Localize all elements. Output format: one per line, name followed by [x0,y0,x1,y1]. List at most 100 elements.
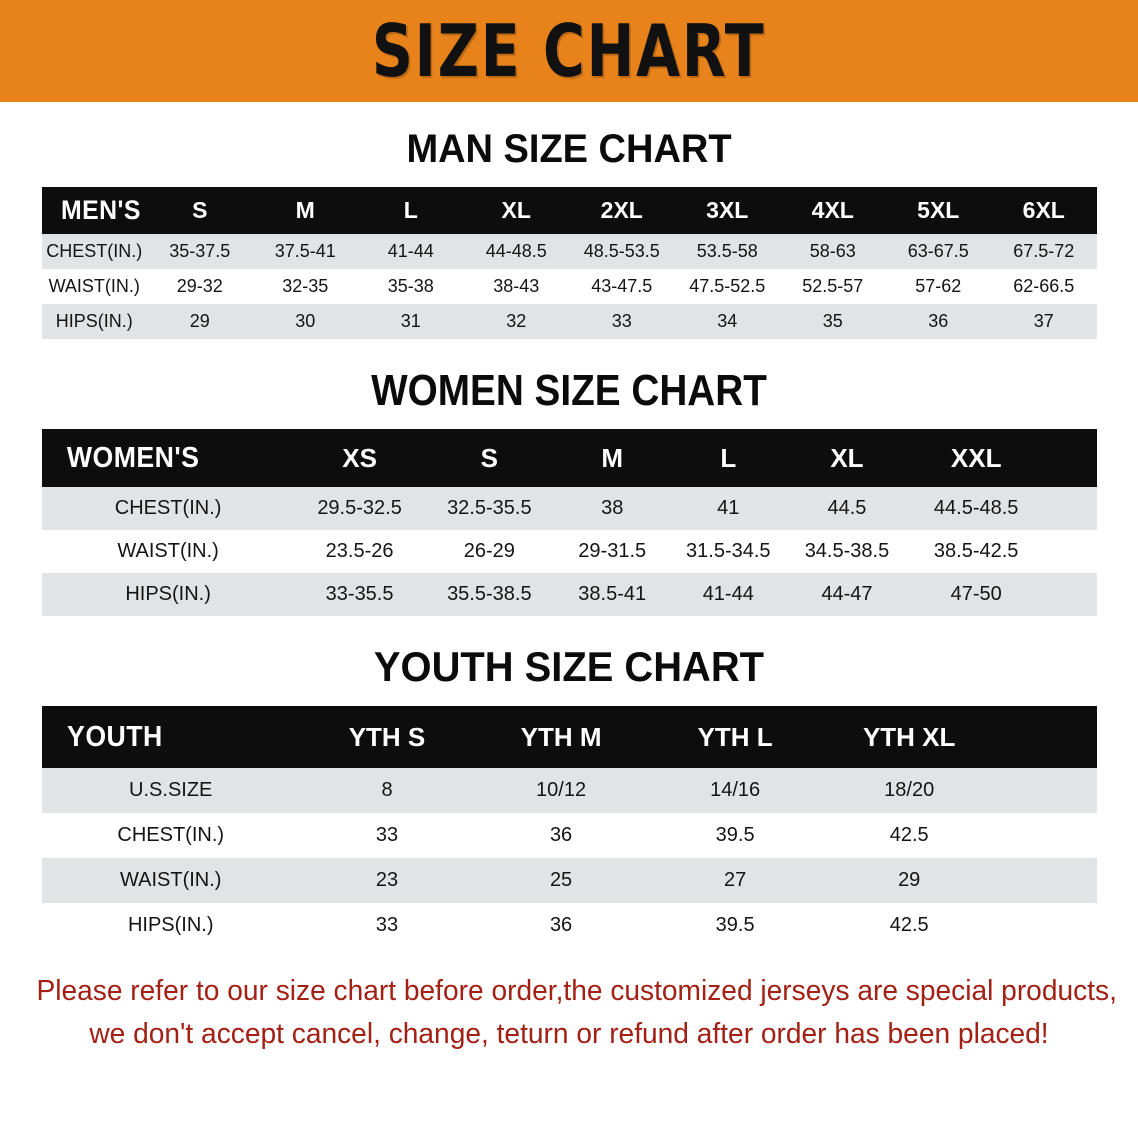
cell-filler [1045,573,1097,616]
cell: 36 [928,311,949,331]
cell: 31.5-34.5 [686,540,771,562]
youth-table-header: YOUTH YTH S YTH M YTH L YTH XL [41,706,1097,768]
row-label: HIPS(IN.) [127,914,214,936]
man-size-col: 6XL [1022,197,1065,223]
disclaimer: Please refer to our size chart before or… [36,970,1117,1056]
cell: 35-38 [387,276,434,296]
row-label: CHEST(IN.) [117,824,225,846]
cell: 41-44 [387,241,434,261]
cell-filler [1045,487,1097,530]
youth-size-col: YTH L [697,721,773,752]
man-size-col: L [403,197,418,223]
cell: 38-43 [493,276,540,296]
cell: 30 [295,311,316,331]
cell: 29-31.5 [578,540,647,562]
cell: 37 [1033,311,1054,331]
cell: 29 [898,869,921,891]
row-label: CHEST(IN.) [46,241,143,261]
cell: 33 [611,311,632,331]
cell: 47.5-52.5 [689,276,766,296]
cell: 29.5-32.5 [317,497,402,519]
table-row: HIPS(IN.) 29 30 31 32 33 34 35 36 37 [41,304,1097,339]
cell: 41 [717,497,740,519]
man-size-col: M [295,197,315,223]
women-table-header: WOMEN'S XS S M L XL XXL [41,429,1097,487]
women-section-title: WOMEN SIZE CHART [371,366,767,415]
cell: 38.5-41 [578,583,647,605]
youth-table-body: U.S.SIZE 8 10/12 14/16 18/20 CHEST(IN.) … [41,768,1097,948]
cell: 33 [375,824,399,846]
banner-title: SIZE CHART [372,9,766,93]
cell: 33-35.5 [325,583,394,605]
women-size-col: M [601,442,624,473]
cell: 53.5-58 [696,241,758,261]
cell-filler [996,813,1096,858]
table-row: WAIST(IN.) 23 25 27 29 [41,858,1097,903]
man-table-header: MEN'S S M L XL 2XL 3XL 4XL 5XL 6XL [41,187,1097,234]
table-header-row: WOMEN'S XS S M L XL XXL [41,429,1097,487]
disclaimer-line-1: Please refer to our size chart before or… [36,975,1117,1007]
row-label: WAIST(IN.) [120,869,222,891]
women-size-col: L [720,442,737,473]
cell: 26-29 [463,540,515,562]
cell: 25 [549,869,573,891]
cell: 39.5 [715,824,755,846]
row-label: HIPS(IN.) [125,583,211,605]
women-corner-label: WOMEN'S [66,441,199,474]
cell: 31 [400,311,421,331]
cell-filler [996,768,1096,813]
cell: 29 [189,311,210,331]
table-row: WAIST(IN.) 29-32 32-35 35-38 38-43 43-47… [41,269,1097,304]
man-corner-label: MEN'S [60,195,141,225]
cell: 32 [506,311,527,331]
youth-size-col: YTH M [520,721,602,752]
man-section-title: MAN SIZE CHART [406,127,732,171]
cell: 14/16 [710,779,761,801]
table-header-row: MEN'S S M L XL 2XL 3XL 4XL 5XL 6XL [41,187,1097,234]
cell: 39.5 [715,914,755,936]
youth-section-title: YOUTH SIZE CHART [373,643,765,690]
cell: 42.5 [889,824,929,846]
cell-filler [996,858,1096,903]
youth-size-col: YTH XL [862,721,956,752]
table-row: HIPS(IN.) 33 36 39.5 42.5 [41,903,1097,948]
women-size-table: WOMEN'S XS S M L XL XXL CHEST(IN.) 29.5-… [41,429,1097,616]
cell: 8 [381,779,393,801]
man-size-col: 3XL [706,197,749,223]
cell: 23 [375,869,399,891]
banner: SIZE CHART [0,0,1138,102]
man-size-col: XL [501,197,531,223]
cell: 23.5-26 [325,540,394,562]
man-size-col: 2XL [600,197,643,223]
women-size-col: XXL [950,442,1002,473]
cell: 42.5 [889,914,929,936]
man-size-col: 5XL [917,197,960,223]
table-row: HIPS(IN.) 33-35.5 35.5-38.5 38.5-41 41-4… [41,573,1097,616]
cell: 44-48.5 [485,241,547,261]
women-size-col: S [480,442,498,473]
cell: 48.5-53.5 [583,241,660,261]
cell: 35-37.5 [169,241,231,261]
cell: 38 [601,497,624,519]
table-row: WAIST(IN.) 23.5-26 26-29 29-31.5 31.5-34… [41,530,1097,573]
row-label: WAIST(IN.) [117,540,219,562]
cell: 34 [717,311,738,331]
cell: 43-47.5 [591,276,653,296]
cell: 44.5-48.5 [933,497,1019,519]
women-header-filler [1045,429,1097,487]
cell: 44-47 [821,583,873,605]
women-table-body: CHEST(IN.) 29.5-32.5 32.5-35.5 38 41 44.… [41,487,1097,616]
cell: 41-44 [702,583,754,605]
cell: 35.5-38.5 [447,583,532,605]
man-table-wrap: MEN'S S M L XL 2XL 3XL 4XL 5XL 6XL CHEST… [41,187,1097,339]
women-table-wrap: WOMEN'S XS S M L XL XXL CHEST(IN.) 29.5-… [41,429,1097,616]
row-label: U.S.SIZE [129,779,213,801]
cell: 29-32 [176,276,223,296]
cell: 67.5-72 [1013,241,1075,261]
man-size-col: S [192,197,208,223]
youth-header-filler [996,706,1096,768]
cell: 36 [549,914,573,936]
man-size-table: MEN'S S M L XL 2XL 3XL 4XL 5XL 6XL CHEST… [41,187,1097,339]
cell: 36 [549,824,573,846]
cell: 35 [822,311,843,331]
